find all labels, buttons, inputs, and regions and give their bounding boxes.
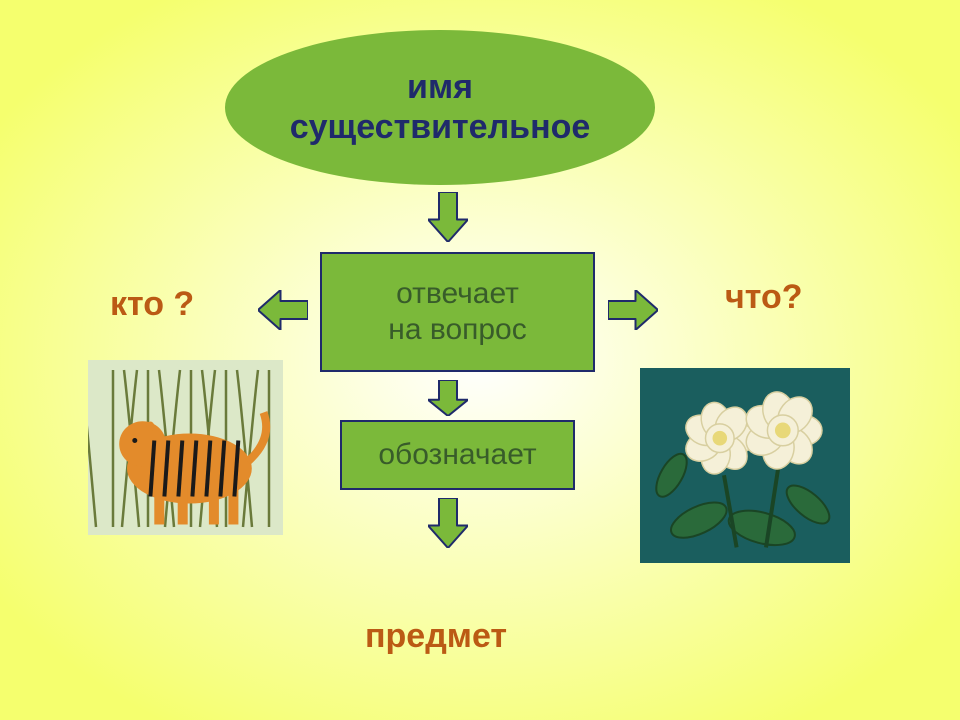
title-line1: имя (407, 68, 473, 107)
box1-line2: на вопрос (388, 312, 527, 348)
arrow-down-3 (428, 498, 468, 548)
tiger-image (88, 360, 283, 535)
arrow-left (258, 290, 308, 330)
label-what: что? (725, 278, 802, 317)
roses-image (640, 368, 850, 563)
label-object: предмет (365, 617, 507, 656)
title-ellipse: имя существительное (225, 30, 655, 185)
label-who: кто ? (110, 285, 194, 324)
box-answers-question: отвечает на вопрос (320, 252, 595, 372)
box1-line1: отвечает (396, 276, 519, 312)
title-line2: существительное (290, 108, 591, 147)
box2-line1: обозначает (378, 437, 536, 473)
arrow-down-1 (428, 192, 468, 242)
arrow-right (608, 290, 658, 330)
arrow-down-2 (428, 380, 468, 416)
box-denotes: обозначает (340, 420, 575, 490)
